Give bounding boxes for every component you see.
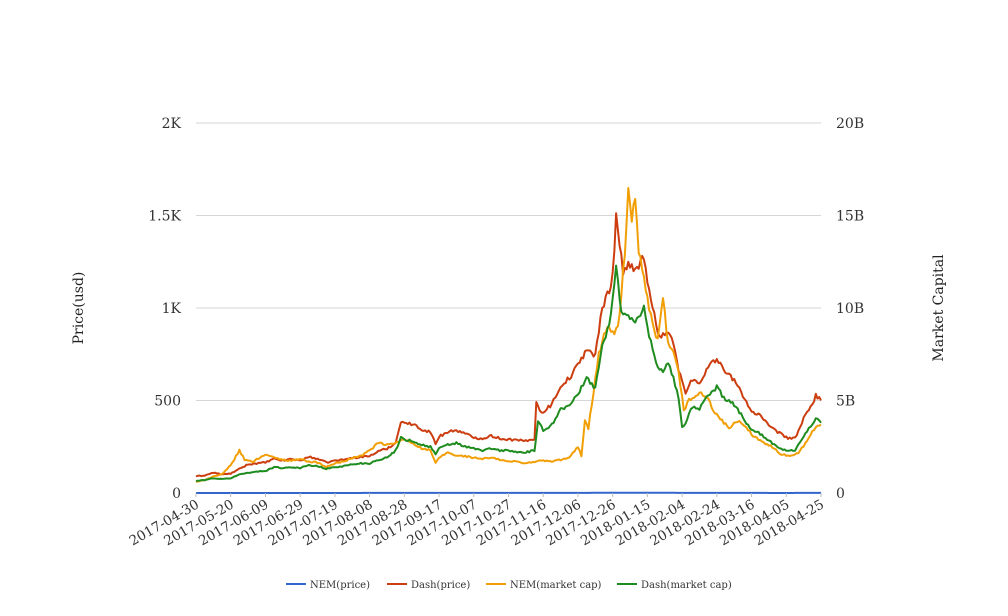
series-line-dash-market-cap [195,264,822,482]
legend: NEM(price) Dash(price) NEM(market cap) Dash… [286,580,732,591]
legend-label: NEM(price) [310,580,370,591]
series-lines [195,187,822,494]
legend-item[interactable]: NEM(market cap) [486,580,602,591]
y-left-tick-label: 500 [154,394,181,410]
y-left-tick-label: 2K [162,116,182,132]
y-axis-left-title: Price(usd) [71,272,87,345]
y-right-tick-label: 10B [836,301,864,317]
x-tick-labels: 2017-04-302017-05-202017-06-092017-06-29… [127,493,827,549]
legend-label: Dash(price) [411,580,470,591]
y-left-tick-label: 0 [172,486,181,502]
y-left-tick-label: 1K [162,301,182,317]
series-line-nem-market-cap [195,187,822,483]
y-right-tick-label: 15B [836,209,864,225]
y-right-tick-labels: 0 5B 10B 15B 20B [836,116,864,502]
legend-label: NEM(market cap) [510,580,602,591]
y-left-tick-labels: 0 500 1K 1.5K 2K [148,116,181,502]
series-line-dash-price [195,212,822,478]
legend-label: Dash(market cap) [641,580,732,591]
y-left-tick-label: 1.5K [148,209,181,225]
y-right-tick-label: 0 [836,486,845,502]
gridlines [196,122,821,494]
legend-item[interactable]: Dash(price) [387,580,470,591]
legend-item[interactable]: Dash(market cap) [617,580,732,591]
y-axis-right-title: Market Capital [931,254,947,362]
y-right-tick-label: 20B [836,116,864,132]
legend-item[interactable]: NEM(price) [286,580,370,591]
y-right-tick-label: 5B [836,394,855,410]
